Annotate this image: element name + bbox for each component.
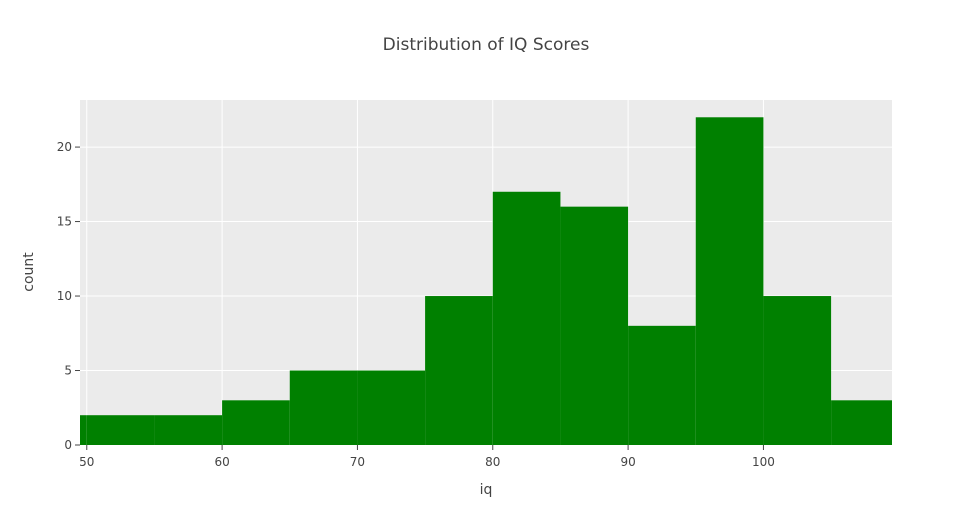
x-tick-label: 100: [752, 455, 775, 469]
histogram-bar[interactable]: [80, 415, 87, 445]
x-tick-label: 60: [214, 455, 229, 469]
y-tick-label: 10: [57, 289, 72, 303]
histogram-bar[interactable]: [628, 325, 696, 445]
histogram-bar[interactable]: [695, 117, 764, 446]
histogram-bar[interactable]: [357, 370, 426, 445]
x-tick-label: 80: [485, 455, 500, 469]
histogram-bar[interactable]: [86, 415, 155, 445]
histogram-bar[interactable]: [425, 296, 493, 445]
y-axis-ticks: 0 5 10 15 20: [57, 140, 80, 452]
x-tick-label: 50: [79, 455, 94, 469]
y-tick-label: 0: [64, 438, 72, 452]
histogram-bar[interactable]: [154, 415, 223, 445]
y-tick-label: 20: [57, 140, 72, 154]
x-axis-ticks: 50 60 70 80 90 100: [79, 445, 775, 469]
histogram-bar[interactable]: [831, 400, 892, 445]
histogram-bar[interactable]: [222, 400, 290, 445]
bars-layer: [80, 117, 892, 446]
y-tick-label: 15: [57, 215, 72, 229]
y-axis-title: count: [21, 252, 37, 292]
x-tick-label: 90: [620, 455, 635, 469]
x-axis-title: iq: [480, 482, 493, 498]
histogram-bar[interactable]: [763, 296, 832, 445]
x-tick-label: 70: [350, 455, 365, 469]
histogram-bar[interactable]: [560, 206, 629, 445]
histogram-bar[interactable]: [492, 191, 561, 445]
chart-title: Distribution of IQ Scores: [383, 35, 590, 55]
y-tick-label: 5: [64, 364, 72, 378]
histogram-bar[interactable]: [289, 370, 358, 445]
